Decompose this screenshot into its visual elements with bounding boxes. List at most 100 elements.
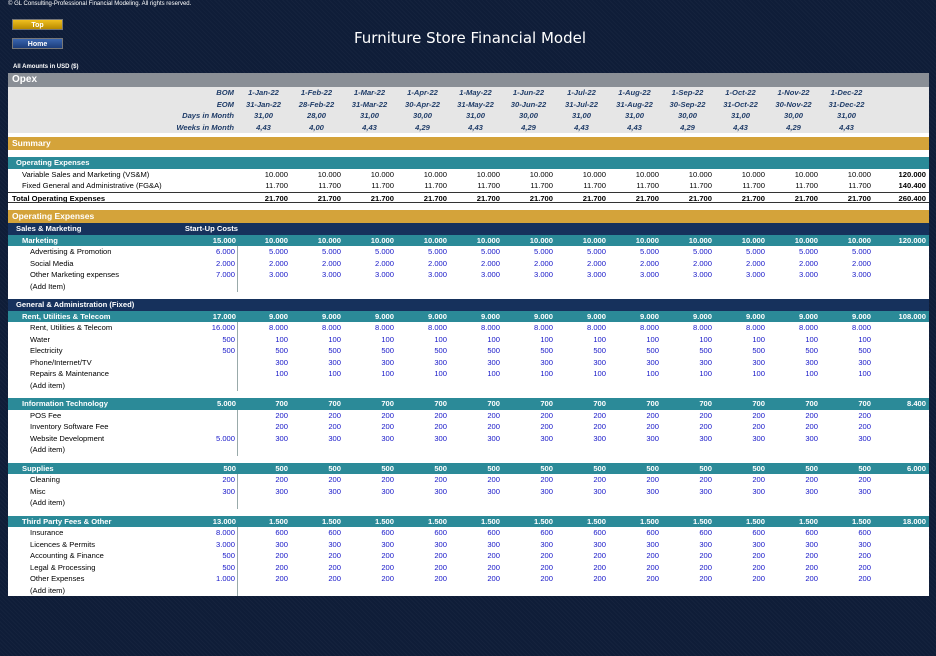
- input-cell[interactable]: 100: [858, 369, 871, 378]
- input-cell[interactable]: 300: [434, 357, 447, 367]
- input-cell[interactable]: 200: [699, 475, 712, 484]
- value-cell[interactable]: 21.700: [529, 193, 553, 203]
- input-cell[interactable]: 2.000: [851, 258, 871, 268]
- input-cell[interactable]: 100: [540, 369, 553, 378]
- input-cell[interactable]: 500: [858, 346, 871, 355]
- input-cell[interactable]: 200: [487, 574, 500, 583]
- input-cell[interactable]: 200: [487, 410, 500, 420]
- top-button[interactable]: Top: [12, 19, 63, 30]
- line-item-startup[interactable]: 500: [168, 345, 238, 357]
- input-cell[interactable]: 5.000: [533, 247, 553, 256]
- input-cell[interactable]: 200: [699, 410, 712, 420]
- input-cell[interactable]: 100: [752, 369, 765, 378]
- value-cell[interactable]: 21.700: [582, 193, 606, 203]
- input-cell[interactable]: 200: [646, 562, 659, 572]
- value-cell[interactable]: 21.700: [476, 193, 500, 203]
- input-cell[interactable]: 300: [593, 433, 606, 443]
- input-cell[interactable]: 3.000: [268, 270, 288, 279]
- input-cell[interactable]: 100: [487, 334, 500, 344]
- value-cell[interactable]: 9.000: [321, 311, 341, 321]
- input-cell[interactable]: 8.000: [321, 323, 341, 332]
- input-cell[interactable]: 300: [434, 433, 447, 443]
- input-cell[interactable]: 2.000: [480, 258, 500, 268]
- input-cell[interactable]: 200: [540, 574, 553, 583]
- value-cell[interactable]: 1.500: [586, 516, 606, 526]
- value-cell[interactable]: 9.000: [533, 311, 553, 321]
- input-cell[interactable]: 200: [328, 574, 341, 583]
- value-cell[interactable]: 11.700: [265, 181, 288, 190]
- value-cell[interactable]: 11.700: [636, 181, 659, 190]
- input-cell[interactable]: 8.000: [639, 323, 659, 332]
- value-cell[interactable]: 11.700: [371, 181, 394, 190]
- input-cell[interactable]: 3.000: [533, 270, 553, 279]
- input-cell[interactable]: 500: [593, 346, 606, 355]
- value-cell[interactable]: 1.500: [268, 516, 288, 526]
- input-cell[interactable]: 300: [752, 486, 765, 496]
- input-cell[interactable]: 200: [540, 475, 553, 484]
- value-cell[interactable]: 11.700: [477, 181, 500, 190]
- value-cell[interactable]: 1.500: [374, 516, 394, 526]
- group-startup[interactable]: 5.000: [216, 399, 236, 408]
- input-cell[interactable]: 100: [381, 334, 394, 344]
- input-cell[interactable]: 5.000: [374, 247, 394, 256]
- input-cell[interactable]: 200: [434, 475, 447, 484]
- value-cell[interactable]: 1.500: [639, 516, 659, 526]
- input-cell[interactable]: 3.000: [480, 270, 500, 279]
- line-item-startup[interactable]: [168, 280, 238, 292]
- input-cell[interactable]: 500: [487, 346, 500, 355]
- input-cell[interactable]: 200: [752, 551, 765, 560]
- input-cell[interactable]: 200: [752, 562, 765, 572]
- input-cell[interactable]: 8.000: [745, 323, 765, 332]
- input-cell[interactable]: 200: [434, 410, 447, 420]
- home-button[interactable]: Home: [12, 38, 63, 49]
- input-cell[interactable]: 500: [328, 346, 341, 355]
- value-cell[interactable]: 500: [434, 463, 447, 473]
- input-cell[interactable]: 2.000: [321, 258, 341, 268]
- input-cell[interactable]: 300: [593, 486, 606, 496]
- input-cell[interactable]: 300: [699, 357, 712, 367]
- input-cell[interactable]: 2.000: [374, 258, 394, 268]
- input-cell[interactable]: 3.000: [586, 270, 606, 279]
- input-cell[interactable]: 300: [275, 539, 288, 549]
- input-cell[interactable]: 200: [858, 422, 871, 431]
- input-cell[interactable]: 200: [487, 562, 500, 572]
- input-cell[interactable]: 200: [752, 410, 765, 420]
- input-cell[interactable]: 200: [593, 410, 606, 420]
- input-cell[interactable]: 200: [752, 574, 765, 583]
- input-cell[interactable]: 2.000: [639, 258, 659, 268]
- input-cell[interactable]: 600: [593, 528, 606, 537]
- value-cell[interactable]: 10.000: [423, 235, 447, 245]
- value-cell[interactable]: 500: [858, 463, 871, 473]
- input-cell[interactable]: 500: [699, 346, 712, 355]
- value-cell[interactable]: 11.700: [742, 181, 765, 190]
- input-cell[interactable]: 200: [328, 562, 341, 572]
- value-cell[interactable]: 9.000: [639, 311, 659, 321]
- input-cell[interactable]: 300: [752, 433, 765, 443]
- input-cell[interactable]: 300: [275, 357, 288, 367]
- input-cell[interactable]: 5.000: [639, 247, 659, 256]
- input-cell[interactable]: 300: [805, 433, 818, 443]
- input-cell[interactable]: 3.000: [692, 270, 712, 279]
- input-cell[interactable]: 100: [487, 369, 500, 378]
- input-cell[interactable]: 100: [699, 334, 712, 344]
- input-cell[interactable]: 600: [381, 528, 394, 537]
- value-cell[interactable]: 500: [381, 463, 394, 473]
- input-cell[interactable]: 200: [646, 422, 659, 431]
- input-cell[interactable]: 100: [805, 334, 818, 344]
- line-item-startup[interactable]: 500: [168, 333, 238, 345]
- input-cell[interactable]: 200: [275, 475, 288, 484]
- value-cell[interactable]: 10.000: [529, 235, 553, 245]
- value-cell[interactable]: 21.700: [370, 193, 394, 203]
- input-cell[interactable]: 200: [328, 422, 341, 431]
- line-item-startup[interactable]: [168, 356, 238, 368]
- input-cell[interactable]: 600: [805, 528, 818, 537]
- input-cell[interactable]: 100: [646, 369, 659, 378]
- input-cell[interactable]: 300: [858, 433, 871, 443]
- line-item-label[interactable]: Other Expenses: [30, 574, 85, 583]
- value-cell[interactable]: 21.700: [847, 193, 871, 203]
- input-cell[interactable]: 2.000: [586, 258, 606, 268]
- input-cell[interactable]: 200: [593, 574, 606, 583]
- input-cell[interactable]: 200: [752, 475, 765, 484]
- input-cell[interactable]: 200: [858, 574, 871, 583]
- value-cell[interactable]: 1.500: [851, 516, 871, 526]
